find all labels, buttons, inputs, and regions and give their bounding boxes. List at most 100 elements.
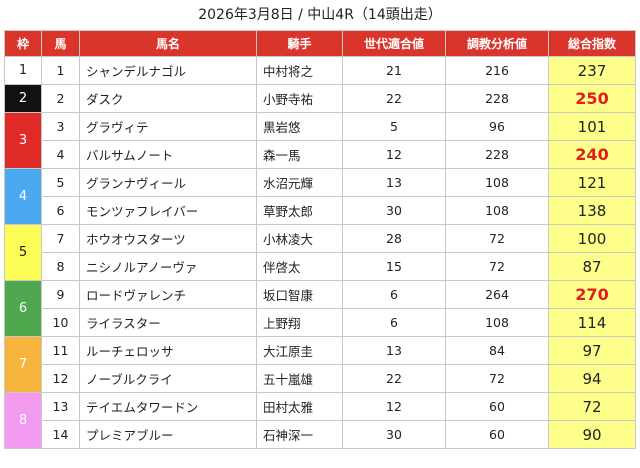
umaban-cell: 4	[41, 140, 80, 169]
horse-name-cell: グラヴィテ	[79, 112, 257, 141]
chokyo-cell: 60	[445, 420, 549, 449]
jockey-cell: 森一馬	[256, 140, 343, 169]
sogo-score-cell: 100	[548, 224, 636, 253]
jockey-cell: 小野寺祐	[256, 84, 343, 113]
table-row: 4 5 グランナヴィール 水沼元輝 13 108 121	[4, 168, 636, 225]
sogo-score-cell: 270	[548, 280, 636, 309]
horse-name-cell: シャンデルナゴル	[79, 56, 257, 85]
jockey-cell: 中村将之	[256, 56, 343, 85]
sogo-score-cell: 121	[548, 168, 636, 197]
sedai-cell: 22	[342, 364, 446, 393]
jockey-cell: 大江原圭	[256, 336, 343, 365]
waku-cell: 5	[4, 224, 42, 281]
umaban-cell: 6	[41, 196, 80, 225]
chokyo-cell: 216	[445, 56, 549, 85]
horse-name-cell: ロードヴァレンチ	[79, 280, 257, 309]
horse-name-cell: ダスク	[79, 84, 257, 113]
sedai-cell: 21	[342, 56, 446, 85]
header-jockey: 騎手	[256, 30, 343, 57]
header-sogo: 総合指数	[548, 30, 636, 57]
chokyo-cell: 108	[445, 196, 549, 225]
umaban-cell: 1	[41, 56, 80, 85]
waku-cell: 1	[4, 56, 42, 85]
jockey-cell: 上野翔	[256, 308, 343, 337]
umaban-cell: 10	[41, 308, 80, 337]
sedai-cell: 13	[342, 168, 446, 197]
umaban-cell: 8	[41, 252, 80, 281]
sedai-cell: 13	[342, 336, 446, 365]
sedai-cell: 30	[342, 196, 446, 225]
table-row: 3 3 グラヴィテ 黒岩悠 5 96 101	[4, 112, 636, 169]
sogo-score-cell: 240	[548, 140, 636, 169]
sogo-score-cell: 97	[548, 336, 636, 365]
sedai-cell: 12	[342, 392, 446, 421]
chokyo-cell: 72	[445, 364, 549, 393]
umaban-cell: 11	[41, 336, 80, 365]
umaban-cell: 5	[41, 168, 80, 197]
sedai-cell: 5	[342, 112, 446, 141]
jockey-cell: 田村太雅	[256, 392, 343, 421]
header-horse-name: 馬名	[79, 30, 257, 57]
chokyo-cell: 264	[445, 280, 549, 309]
horse-name-cell: バルサムノート	[79, 140, 257, 169]
sedai-cell: 28	[342, 224, 446, 253]
jockey-cell: 伴啓太	[256, 252, 343, 281]
waku-cell: 4	[4, 168, 42, 225]
umaban-cell: 12	[41, 364, 80, 393]
waku-cell: 7	[4, 336, 42, 393]
waku-cell: 8	[4, 392, 42, 449]
umaban-cell: 13	[41, 392, 80, 421]
sogo-score-cell: 87	[548, 252, 636, 281]
jockey-cell: 黒岩悠	[256, 112, 343, 141]
umaban-cell: 2	[41, 84, 80, 113]
chokyo-cell: 228	[445, 140, 549, 169]
sogo-score-cell: 237	[548, 56, 636, 85]
chokyo-cell: 228	[445, 84, 549, 113]
table-row: 1 1 シャンデルナゴル 中村将之 21 216 237	[4, 56, 636, 85]
sedai-cell: 15	[342, 252, 446, 281]
table-row: 5 7 ホウオウスターツ 小林凌大 28 72 100	[4, 224, 636, 281]
horse-name-cell: プレミアブルー	[79, 420, 257, 449]
horse-name-cell: テイエムタワードン	[79, 392, 257, 421]
umaban-cell: 9	[41, 280, 80, 309]
jockey-cell: 五十嵐雄	[256, 364, 343, 393]
jockey-cell: 小林凌大	[256, 224, 343, 253]
jockey-cell: 坂口智康	[256, 280, 343, 309]
table-row: 8 13 テイエムタワードン 田村太雅 12 60 72	[4, 392, 636, 449]
chokyo-cell: 72	[445, 252, 549, 281]
page-title: 2026年3月8日 / 中山4R（14頭出走）	[198, 7, 442, 23]
table-row: 2 2 ダスク 小野寺祐 22 228 250	[4, 84, 636, 113]
umaban-cell: 7	[41, 224, 80, 253]
table-row: 10 ライラスター 上野翔 6 108 114	[5, 308, 636, 337]
horse-name-cell: ホウオウスターツ	[79, 224, 257, 253]
header-umaban: 馬	[41, 30, 80, 57]
waku-cell: 2	[4, 84, 42, 113]
table-body: 1 1 シャンデルナゴル 中村将之 21 216 237 2 2 ダスク 小野寺祐 22 228 250 3…	[4, 56, 636, 449]
chokyo-cell: 108	[445, 308, 549, 337]
sedai-cell: 6	[342, 308, 446, 337]
waku-cell: 6	[4, 280, 42, 337]
horse-name-cell: グランナヴィール	[79, 168, 257, 197]
horse-name-cell: ニシノルアノーヴァ	[79, 252, 257, 281]
sogo-score-cell: 72	[548, 392, 636, 421]
table-row: 6 モンツァフレイバー 草野太郎 30 108 138	[5, 196, 636, 225]
table-row: 12 ノーブルクライ 五十嵐雄 22 72 94	[5, 364, 636, 393]
umaban-cell: 14	[41, 420, 80, 449]
jockey-cell: 水沼元輝	[256, 168, 343, 197]
umaban-cell: 3	[41, 112, 80, 141]
table-row: 6 9 ロードヴァレンチ 坂口智康 6 264 270	[4, 280, 636, 337]
race-index-table: 枠 馬 馬名 騎手 世代適合値 調教分析値 総合指数 1 1 シャンデルナゴル 中村将…	[4, 30, 636, 449]
header-chokyo: 調教分析値	[445, 30, 549, 57]
chokyo-cell: 84	[445, 336, 549, 365]
table-row: 8 ニシノルアノーヴァ 伴啓太 15 72 87	[5, 252, 636, 281]
sogo-score-cell: 114	[548, 308, 636, 337]
chokyo-cell: 72	[445, 224, 549, 253]
sogo-score-cell: 90	[548, 420, 636, 449]
sogo-score-cell: 101	[548, 112, 636, 141]
sedai-cell: 6	[342, 280, 446, 309]
sogo-score-cell: 94	[548, 364, 636, 393]
table-row: 4 バルサムノート 森一馬 12 228 240	[5, 140, 636, 169]
sogo-score-cell: 250	[548, 84, 636, 113]
jockey-cell: 草野太郎	[256, 196, 343, 225]
waku-cell: 3	[4, 112, 42, 169]
